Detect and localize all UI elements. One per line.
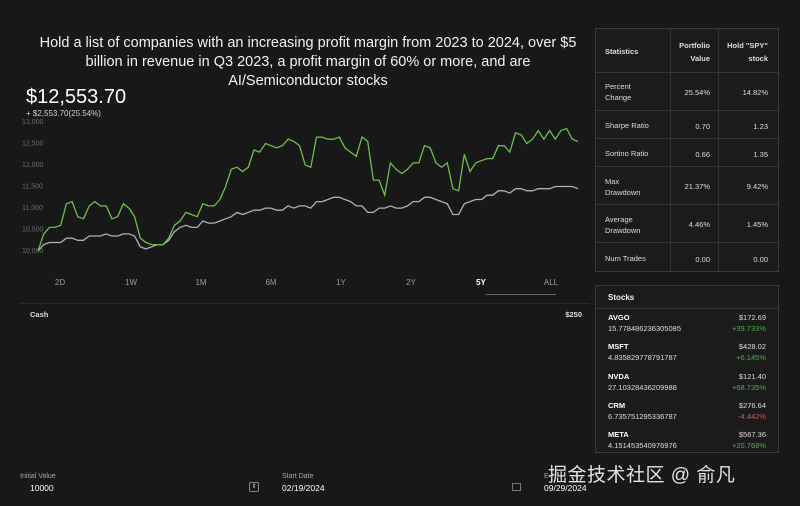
stat-name: Percent Change	[605, 82, 632, 102]
stock-price: $428.02	[738, 342, 766, 351]
performance-chart: 13,000 12,500 12,000 11,500 11,000 10,500 10,0…	[22, 119, 579, 255]
range-2d[interactable]: 2D	[54, 278, 66, 287]
stat-row: Num Trades 0.00 0.00	[596, 243, 778, 271]
cash-row: Cash $250	[20, 303, 590, 323]
stat-row: Percent Change 25.54% 14.82%	[596, 73, 778, 111]
column-divider	[670, 29, 671, 271]
stat-row: Sharpe Ratio 0.70 1.23	[596, 111, 778, 139]
stock-row: NVDA 27.10328436209988 $121.40 +68.735%	[596, 372, 778, 402]
range-selector: 2D 1W 1M 6M 1Y 2Y 5Y ALL	[40, 278, 580, 295]
end-date-label: E	[544, 473, 549, 480]
y-tick-label: 11,500	[22, 184, 43, 191]
range-6m[interactable]: 6M	[265, 278, 277, 287]
y-tick-label: 13,000	[22, 119, 44, 126]
stocks-title: Stocks	[608, 293, 635, 302]
stock-shares: 6.735751295336787	[608, 412, 677, 421]
stock-change: +6.145%	[736, 353, 766, 362]
initial-value-input[interactable]: 10000	[30, 483, 54, 493]
benchmark-line	[37, 185, 579, 252]
cash-value: $250	[565, 310, 582, 319]
stat-row: Sortino Ratio 0.66 1.35	[596, 139, 778, 167]
range-1m[interactable]: 1M	[195, 278, 207, 287]
column-divider	[718, 29, 719, 271]
stat-name: Num Trades	[605, 254, 646, 263]
stock-price: $276.64	[738, 401, 766, 410]
stat-spy: 0.00	[753, 255, 768, 264]
statistics-header-row: Statistics Portfolio Value Hold "SPY" st…	[596, 29, 778, 73]
initial-value-label: Initial Value	[20, 473, 56, 480]
stock-shares: 27.10328436209988	[608, 383, 677, 392]
stock-row: META 4.151453540976976 $567.36 +20.768%	[596, 430, 778, 460]
range-5y[interactable]: 5Y	[476, 278, 486, 287]
stat-portfolio: 25.54%	[684, 88, 710, 97]
y-tick-label: 10,500	[22, 227, 44, 234]
portfolio-change: + $2,553.70(25.54%)	[26, 109, 101, 118]
stat-name: Max Drawdown	[605, 177, 641, 197]
stock-change: -4.442%	[738, 412, 766, 421]
stat-name: Sortino Ratio	[605, 149, 649, 158]
stock-price: $567.36	[738, 430, 766, 439]
divider	[596, 308, 778, 309]
stat-row: Max Drawdown 21.37% 9.42%	[596, 167, 778, 205]
stock-ticker: AVGO	[608, 313, 630, 322]
stat-spy: 14.82%	[742, 88, 768, 97]
stock-price: $121.40	[738, 372, 766, 381]
stat-spy: 1.35	[753, 150, 768, 159]
cash-label: Cash	[30, 310, 49, 319]
stock-ticker: NVDA	[608, 372, 630, 381]
range-1y[interactable]: 1Y	[336, 278, 346, 287]
stat-portfolio: 0.66	[695, 150, 710, 159]
range-all[interactable]: ALL	[543, 278, 559, 287]
stock-shares: 4.151453540976976	[608, 441, 677, 450]
stat-portfolio: 0.70	[695, 122, 710, 131]
stock-price: $172.69	[738, 313, 766, 322]
portfolio-line	[37, 127, 579, 252]
statistics-table: Statistics Portfolio Value Hold "SPY" st…	[595, 28, 779, 272]
watermark: 掘金技术社区 @ 俞凡	[548, 465, 736, 486]
end-date-input[interactable]: 09/29/2024	[544, 483, 587, 493]
stock-shares: 4.835829778791787	[608, 353, 677, 362]
spy-header: Hold "SPY" stock	[727, 41, 768, 63]
stock-row: MSFT 4.835829778791787 $428.02 +6.145%	[596, 342, 778, 372]
y-tick-label: 12,500	[22, 141, 44, 148]
calendar-icon[interactable]	[512, 483, 521, 491]
stat-portfolio: 4.46%	[688, 220, 710, 229]
portfolio-value: $12,553.70	[26, 86, 127, 108]
strategy-headline: Hold a list of companies with an increas…	[39, 35, 577, 89]
stock-change: +20.768%	[732, 441, 766, 450]
stat-name: Average Drawdown	[605, 215, 641, 235]
stock-row: CRM 6.735751295336787 $276.64 -4.442%	[596, 401, 778, 431]
stocks-panel: Stocks AVGO 15.778486236305085 $172.69 +…	[595, 285, 779, 453]
y-tick-label: 11,000	[22, 205, 43, 212]
start-date-label: Start Date	[282, 473, 314, 480]
range-2y[interactable]: 2Y	[406, 278, 416, 287]
portfolio-value-header: Portfolio Value	[679, 41, 710, 63]
start-date-input[interactable]: 02/19/2024	[282, 483, 325, 493]
y-tick-label: 12,000	[22, 162, 44, 169]
y-tick-label: 10,000	[22, 248, 44, 255]
stat-portfolio: 21.37%	[684, 182, 710, 191]
statistics-header: Statistics	[605, 47, 639, 56]
stat-row: Average Drawdown 4.46% 1.45%	[596, 205, 778, 243]
active-range-underline	[486, 294, 556, 295]
stat-spy: 9.42%	[746, 182, 768, 191]
stock-ticker: CRM	[608, 401, 626, 410]
stock-ticker: MSFT	[608, 342, 629, 351]
stat-name: Sharpe Ratio	[605, 121, 649, 130]
stepper-icon[interactable]: ⇕	[249, 482, 259, 492]
stock-row: AVGO 15.778486236305085 $172.69 +39.733%	[596, 313, 778, 343]
stock-ticker: META	[608, 430, 629, 439]
stat-spy: 1.45%	[746, 220, 768, 229]
range-1w[interactable]: 1W	[125, 278, 137, 287]
stock-change: +39.733%	[732, 324, 766, 333]
stat-spy: 1.23	[753, 122, 768, 131]
stock-shares: 15.778486236305085	[608, 324, 681, 333]
stock-change: +68.735%	[732, 383, 766, 392]
stat-portfolio: 0.00	[695, 255, 710, 264]
